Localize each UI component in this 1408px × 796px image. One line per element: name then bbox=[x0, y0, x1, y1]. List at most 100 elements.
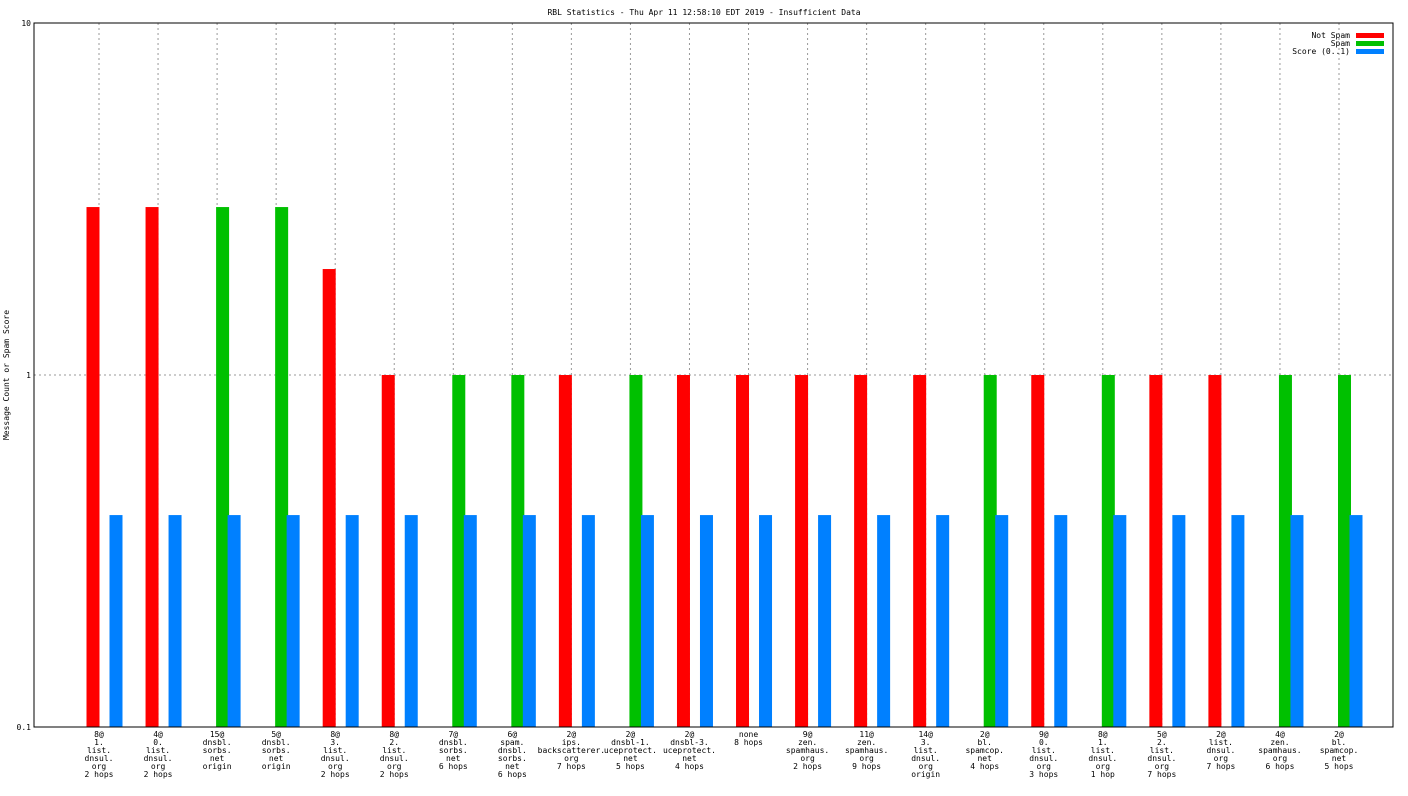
x-tick-label-line: 1 hop bbox=[1091, 770, 1115, 779]
x-tick-label-line: org bbox=[1155, 762, 1170, 771]
x-tick-label-line: 7 hops bbox=[557, 762, 586, 771]
bar bbox=[1101, 375, 1115, 727]
legend-label: Spam bbox=[1331, 39, 1350, 48]
x-tick-label-line: net bbox=[977, 754, 992, 763]
x-tick-label-line: 2 hops bbox=[144, 770, 173, 779]
y-axis-label: Message Count or Spam Score bbox=[2, 310, 11, 440]
x-tick-label-line: org bbox=[800, 754, 815, 763]
x-tick-label-line: org bbox=[92, 762, 107, 771]
x-tick-label: 5@ dnsbl. sorbs. net origin bbox=[262, 730, 291, 771]
x-tick-label-line: spamcop. bbox=[965, 746, 1004, 755]
x-tick-label-line: bl. bbox=[977, 738, 991, 747]
x-tick-label-line: 4@ bbox=[153, 730, 163, 739]
x-tick-label-line: 7 hops bbox=[1147, 770, 1176, 779]
x-tick-label-line: 3. bbox=[330, 738, 340, 747]
x-tick-label-line: sorbs. bbox=[262, 746, 291, 755]
bar bbox=[522, 515, 536, 727]
bar bbox=[511, 375, 525, 727]
x-tick-label-line: 4 hops bbox=[970, 762, 999, 771]
x-tick-label-line: zen. bbox=[798, 738, 817, 747]
x-tick-label-line: 3 hops bbox=[1029, 770, 1058, 779]
x-tick-label-line: 3. bbox=[921, 738, 931, 747]
x-tick-label-line: org bbox=[859, 754, 874, 763]
legend-swatch bbox=[1356, 49, 1384, 54]
x-tick-label-line: 7 hops bbox=[1206, 762, 1235, 771]
bar bbox=[227, 515, 241, 727]
x-tick-label-line: 4 hops bbox=[675, 762, 704, 771]
bar bbox=[1208, 375, 1222, 727]
x-tick-label-line: 2@ bbox=[1334, 730, 1344, 739]
bar bbox=[983, 375, 997, 727]
bar bbox=[1278, 375, 1292, 727]
x-tick-label: 9@ 0. list. dnsul. org 3 hops bbox=[1029, 730, 1058, 779]
x-tick-label: 8@ 1. list. dnsul. org 1 hop bbox=[1088, 730, 1117, 779]
bar bbox=[168, 515, 182, 727]
bar bbox=[1290, 515, 1304, 727]
bar bbox=[640, 515, 654, 727]
bar bbox=[913, 375, 927, 727]
x-tick-label-line: list. bbox=[914, 746, 938, 755]
x-tick-label-line: ips. bbox=[562, 738, 581, 747]
x-tick-label-line: org bbox=[1037, 762, 1052, 771]
x-tick-label-line: uceprotect. bbox=[604, 746, 657, 755]
x-tick-label-line: list. bbox=[1091, 746, 1115, 755]
x-tick-label-line: dnsul. bbox=[911, 754, 940, 763]
bar bbox=[558, 375, 572, 727]
x-tick-label: 15@ dnsbl. sorbs. net origin bbox=[203, 730, 232, 771]
bar bbox=[275, 207, 289, 727]
x-tick-label-line: org bbox=[564, 754, 579, 763]
x-tick-label: 5@ 2. list. dnsul. org 7 hops bbox=[1147, 730, 1176, 779]
bar bbox=[795, 375, 809, 727]
x-tick-label-line: 4@ bbox=[1275, 730, 1285, 739]
x-tick-label-line: org bbox=[151, 762, 166, 771]
x-tick-label-line: 6@ bbox=[508, 730, 518, 739]
x-tick-label-line: 2@ bbox=[567, 730, 577, 739]
bar bbox=[286, 515, 300, 727]
bar bbox=[345, 515, 359, 727]
bar bbox=[463, 515, 477, 727]
x-tick-label: 6@ spam. dnsbl. sorbs. net 6 hops bbox=[498, 730, 527, 779]
x-tick-label-line: list. bbox=[323, 746, 347, 755]
x-tick-label-line: net bbox=[269, 754, 284, 763]
x-tick-label: 2@ dnsbl-3. uceprotect. net 4 hops bbox=[663, 730, 716, 771]
bar bbox=[676, 375, 690, 727]
bar bbox=[854, 375, 868, 727]
x-tick-label-line: list. bbox=[146, 746, 170, 755]
legend-swatch bbox=[1356, 33, 1384, 38]
x-tick-label-line: 5@ bbox=[1157, 730, 1167, 739]
x-tick-label-line: 2@ bbox=[626, 730, 636, 739]
x-tick-label-line: dnsul. bbox=[380, 754, 409, 763]
x-tick-label-line: dnsbl. bbox=[262, 738, 291, 747]
x-tick-label-line: 11@ bbox=[859, 730, 874, 739]
x-tick-label-line: origin bbox=[262, 762, 291, 771]
x-tick-label-line: 2 hops bbox=[321, 770, 350, 779]
x-tick-label-line: dnsul. bbox=[1029, 754, 1058, 763]
x-tick-label-line: 8@ bbox=[330, 730, 340, 739]
x-tick-label-line: 0. bbox=[1039, 738, 1049, 747]
x-tick-label: 2@ bl. spamcop. net 5 hops bbox=[1320, 730, 1359, 771]
x-tick-label-line: org bbox=[328, 762, 343, 771]
x-tick-label-line: 8@ bbox=[1098, 730, 1108, 739]
x-tick-label: 8@ 1. list. dnsul. org 2 hops bbox=[85, 730, 114, 779]
x-tick-label-line: origin bbox=[203, 762, 232, 771]
x-tick-label-line: 2@ bbox=[980, 730, 990, 739]
legend-label: Not Spam bbox=[1311, 31, 1350, 40]
x-tick-label-line: zen. bbox=[857, 738, 876, 747]
bar bbox=[1172, 515, 1186, 727]
x-tick-label-line: org bbox=[1096, 762, 1111, 771]
x-tick-label-line: net bbox=[1332, 754, 1347, 763]
x-tick-label-line: 1. bbox=[94, 738, 104, 747]
x-tick-label-line: spamcop. bbox=[1320, 746, 1359, 755]
bar bbox=[1054, 515, 1068, 727]
bar bbox=[404, 515, 418, 727]
x-tick-label-line: sorbs. bbox=[439, 746, 468, 755]
x-tick-label-line: 0. bbox=[153, 738, 163, 747]
x-tick-label-line: 15@ bbox=[210, 730, 225, 739]
x-tick-label-line: backscatterer. bbox=[538, 746, 605, 755]
x-tick-label-line: spamhaus. bbox=[845, 746, 888, 755]
x-tick-label-line: dnsul. bbox=[1206, 746, 1235, 755]
x-tick-label-line: bl. bbox=[1332, 738, 1346, 747]
x-tick-label-line: sorbs. bbox=[203, 746, 232, 755]
x-tick-label-line: list. bbox=[1032, 746, 1056, 755]
x-tick-label-line: 9 hops bbox=[852, 762, 881, 771]
